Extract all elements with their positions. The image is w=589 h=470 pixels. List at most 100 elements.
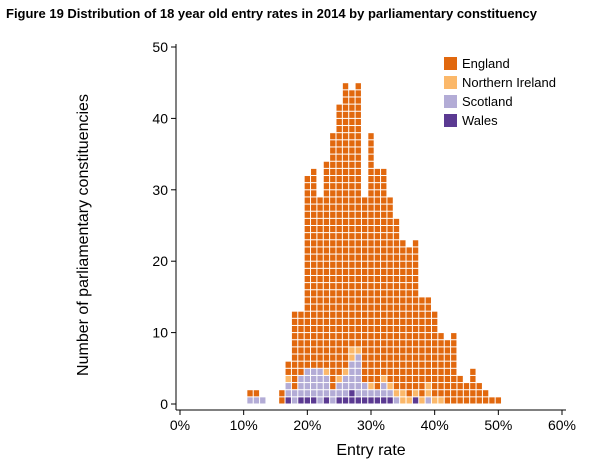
histogram-unit-scotland bbox=[342, 375, 349, 383]
y-tick-label: 20 bbox=[152, 253, 168, 269]
histogram-unit-england bbox=[419, 340, 425, 347]
histogram-unit-england bbox=[311, 176, 317, 183]
histogram-unit-england bbox=[361, 254, 368, 261]
histogram-unit-england bbox=[336, 226, 342, 233]
histogram-unit-england bbox=[419, 383, 425, 390]
histogram-unit-england bbox=[381, 304, 387, 311]
histogram-unit-england bbox=[342, 90, 349, 97]
histogram-unit-scotland bbox=[381, 383, 387, 390]
histogram-unit-england bbox=[425, 325, 431, 333]
histogram-unit-northern-ireland bbox=[400, 390, 406, 397]
histogram-unit-northern-ireland bbox=[425, 390, 431, 397]
histogram-unit-england bbox=[323, 354, 330, 361]
histogram-unit-england bbox=[368, 318, 374, 325]
histogram-unit-england bbox=[361, 247, 368, 254]
histogram-unit-england bbox=[349, 111, 355, 118]
histogram-unit-england bbox=[374, 290, 381, 297]
histogram-unit-england bbox=[349, 97, 355, 104]
histogram-unit-england bbox=[355, 204, 361, 211]
histogram-unit-england bbox=[451, 368, 457, 375]
histogram-unit-england bbox=[285, 368, 291, 375]
histogram-unit-england bbox=[431, 333, 438, 340]
histogram-unit-england bbox=[368, 375, 374, 383]
histogram-unit-northern-ireland bbox=[406, 397, 412, 404]
histogram-unit-england bbox=[374, 383, 381, 390]
histogram-unit-england bbox=[393, 333, 400, 340]
histogram-unit-scotland bbox=[298, 390, 304, 397]
histogram-unit-england bbox=[470, 390, 476, 397]
histogram-unit-england bbox=[317, 211, 323, 218]
histogram-unit-england bbox=[349, 90, 355, 97]
histogram-unit-england bbox=[361, 340, 368, 347]
histogram-unit-england bbox=[374, 354, 381, 361]
histogram-unit-england bbox=[444, 340, 451, 347]
histogram-unit-england bbox=[311, 204, 317, 211]
histogram-unit-england bbox=[374, 204, 381, 211]
x-tick-label: 60% bbox=[548, 417, 576, 433]
histogram-unit-england bbox=[412, 361, 419, 368]
histogram-unit-england bbox=[336, 304, 342, 311]
histogram-unit-england bbox=[323, 268, 330, 275]
histogram-unit-england bbox=[412, 254, 419, 261]
histogram-unit-england bbox=[368, 247, 374, 254]
histogram-unit-england bbox=[304, 261, 311, 268]
histogram-unit-england bbox=[336, 268, 342, 275]
histogram-unit-england bbox=[349, 340, 355, 347]
histogram-unit-england bbox=[374, 226, 381, 233]
histogram-unit-england bbox=[336, 161, 342, 168]
histogram-unit-england bbox=[444, 390, 451, 397]
histogram-unit-england bbox=[400, 240, 406, 247]
histogram-unit-england bbox=[336, 333, 342, 340]
histogram-unit-england bbox=[298, 318, 304, 325]
histogram-unit-england bbox=[412, 311, 419, 318]
histogram-unit-northern-ireland bbox=[387, 383, 393, 390]
histogram-unit-england bbox=[425, 340, 431, 347]
histogram-unit-england bbox=[317, 283, 323, 290]
histogram-unit-england bbox=[412, 275, 419, 283]
histogram-unit-england bbox=[361, 226, 368, 233]
histogram-unit-england bbox=[400, 347, 406, 354]
histogram-unit-england bbox=[355, 275, 361, 283]
histogram-unit-england bbox=[323, 254, 330, 261]
histogram-unit-scotland bbox=[317, 375, 323, 383]
histogram-unit-scotland bbox=[304, 383, 311, 390]
histogram-unit-england bbox=[336, 347, 342, 354]
histogram-unit-england bbox=[304, 297, 311, 304]
histogram-unit-england bbox=[400, 254, 406, 261]
histogram-unit-northern-ireland bbox=[419, 397, 425, 404]
chart-marks bbox=[247, 83, 502, 404]
legend-swatch bbox=[444, 114, 457, 127]
x-axis-ticks: 0% 10% 20% 30% 40% 50% 60% bbox=[170, 410, 576, 433]
histogram-unit-scotland bbox=[260, 397, 266, 404]
histogram-unit-england bbox=[342, 311, 349, 318]
histogram-unit-scotland bbox=[361, 390, 368, 397]
histogram-unit-england bbox=[431, 368, 438, 375]
histogram-unit-england bbox=[323, 183, 330, 190]
legend-swatch bbox=[444, 76, 457, 89]
histogram-unit-scotland bbox=[425, 397, 431, 404]
histogram-unit-england bbox=[336, 340, 342, 347]
histogram-unit-england bbox=[323, 311, 330, 318]
histogram-unit-england bbox=[336, 168, 342, 176]
histogram-unit-england bbox=[355, 233, 361, 240]
histogram-unit-england bbox=[368, 340, 374, 347]
histogram-unit-england bbox=[336, 354, 342, 361]
histogram-unit-england bbox=[393, 318, 400, 325]
histogram-unit-england bbox=[304, 290, 311, 297]
histogram-unit-england bbox=[311, 226, 317, 233]
histogram-unit-england bbox=[444, 354, 451, 361]
histogram-unit-england bbox=[425, 347, 431, 354]
histogram-unit-england bbox=[406, 333, 412, 340]
histogram-unit-england bbox=[342, 283, 349, 290]
histogram-unit-england bbox=[323, 226, 330, 233]
histogram-unit-england bbox=[387, 318, 393, 325]
histogram-unit-scotland bbox=[355, 354, 361, 361]
histogram-unit-northern-ireland bbox=[323, 368, 330, 375]
histogram-unit-wales bbox=[412, 397, 419, 404]
histogram-unit-england bbox=[374, 218, 381, 225]
histogram-unit-england bbox=[342, 126, 349, 133]
histogram-unit-scotland bbox=[304, 375, 311, 383]
histogram-unit-england bbox=[406, 261, 412, 268]
histogram-unit-england bbox=[387, 240, 393, 247]
histogram-unit-england bbox=[381, 204, 387, 211]
